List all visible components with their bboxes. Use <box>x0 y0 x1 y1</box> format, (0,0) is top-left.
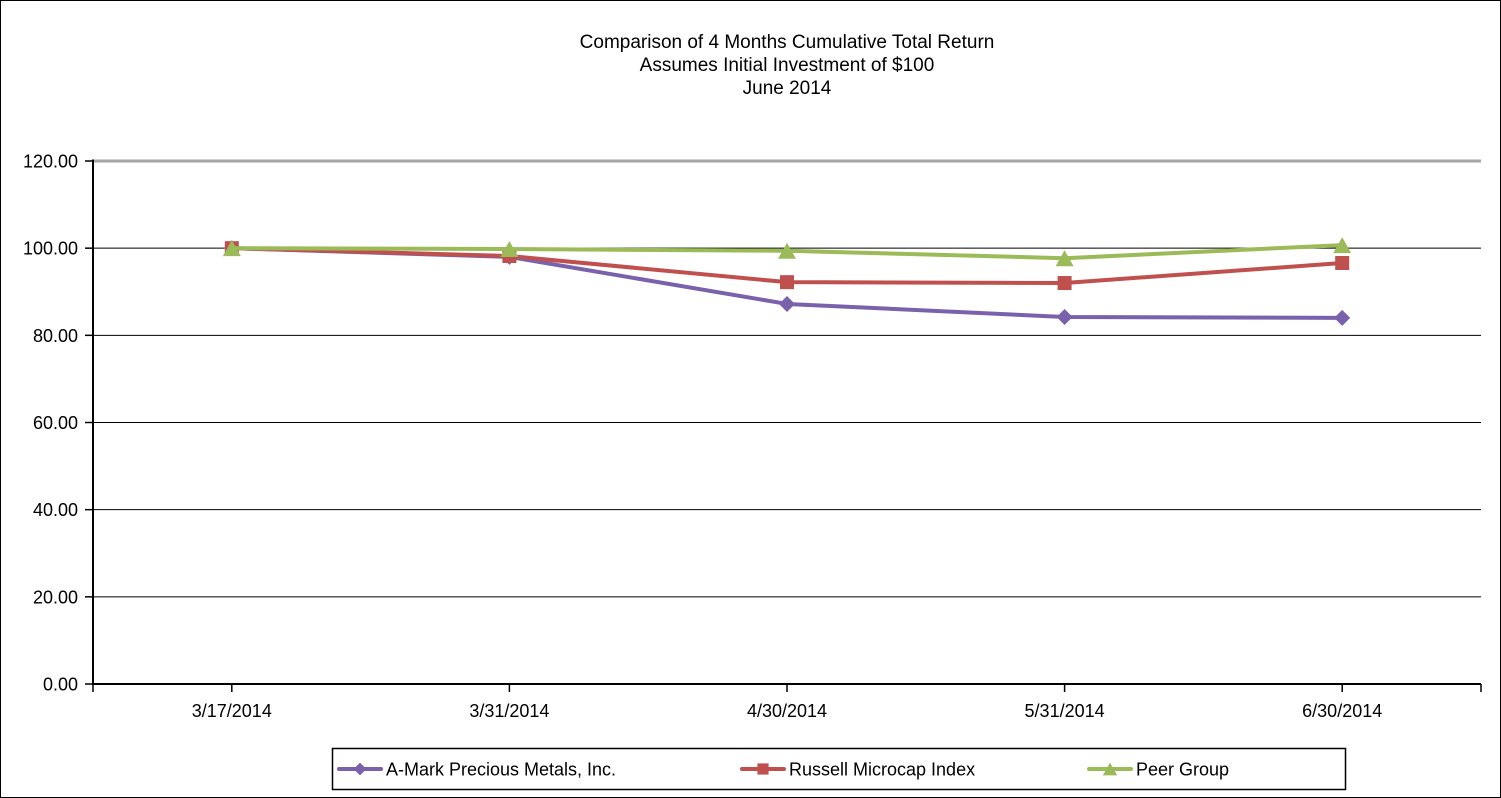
y-axis-tick-label: 20.00 <box>33 587 78 607</box>
chart-title-line2: Assumes Initial Investment of $100 <box>639 55 935 76</box>
data-point-marker <box>780 275 794 290</box>
chart-title-line1: Comparison of 4 Months Cumulative Total … <box>579 32 995 53</box>
x-axis-tick-label: 3/31/2014 <box>469 701 549 721</box>
y-axis-tick-label: 80.00 <box>33 326 78 346</box>
y-axis-tick-label: 40.00 <box>33 500 78 520</box>
y-axis-tick-label: 0.00 <box>43 675 78 695</box>
legend-marker <box>757 763 769 775</box>
data-point-marker <box>1055 250 1074 267</box>
legend-box <box>331 747 1347 791</box>
x-axis-tick-label: 5/31/2014 <box>1025 701 1105 721</box>
x-axis-tick-label: 6/30/2014 <box>1302 701 1382 721</box>
x-axis-tick-label: 3/17/2014 <box>192 701 272 721</box>
y-axis-tick-label: 60.00 <box>33 413 78 433</box>
data-point-marker <box>1333 237 1352 254</box>
chart-title: Comparison of 4 Months Cumulative Total … <box>93 31 1481 100</box>
data-point-marker <box>1056 309 1073 326</box>
chart-title-line3: June 2014 <box>742 78 832 99</box>
data-point-marker <box>778 242 796 259</box>
legend-label: Russell Microcap Index <box>789 760 975 780</box>
y-axis-tick-label: 120.00 <box>23 152 78 172</box>
legend-label: A-Mark Precious Metals, Inc. <box>386 760 616 780</box>
data-point-marker <box>500 241 519 258</box>
x-axis-tick-label: 4/30/2014 <box>747 701 827 721</box>
legend-marker <box>353 762 367 776</box>
y-axis-tick-label: 100.00 <box>23 239 78 259</box>
data-point-marker <box>1334 309 1351 326</box>
legend-label: Peer Group <box>1136 760 1229 780</box>
data-point-marker <box>779 295 795 312</box>
legend-marker <box>1102 762 1118 776</box>
data-point-marker <box>1335 255 1350 270</box>
data-point-marker <box>1057 276 1072 291</box>
data-point-marker <box>222 240 241 257</box>
